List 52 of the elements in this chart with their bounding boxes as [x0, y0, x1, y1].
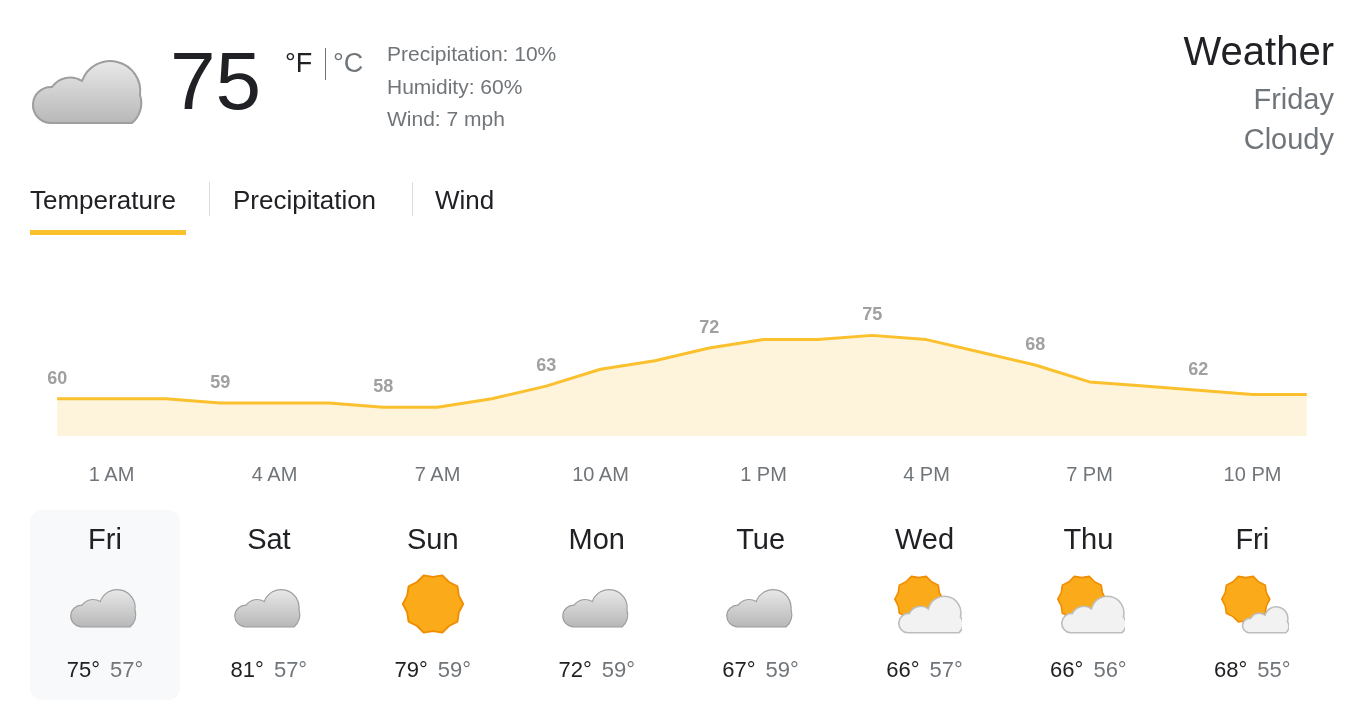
data-label: 66°: [1050, 657, 1084, 682]
text: Humidity: 60%: [387, 75, 523, 98]
data-label: 59°: [437, 657, 472, 682]
text: Precipitation: [233, 185, 377, 215]
x-tick-label: 1 PM: [740, 463, 787, 485]
category-label: Mon: [567, 523, 626, 555]
text: °C: [333, 48, 364, 78]
data-label: 58: [373, 376, 394, 397]
data-label: 57°: [929, 657, 963, 682]
x-tick-label: 7 PM: [1066, 463, 1113, 485]
data-label: 55°: [1257, 657, 1291, 682]
text: Precipitation: 10%: [387, 42, 557, 65]
text: Cloudy: [1243, 123, 1334, 155]
data-label: 59: [210, 372, 231, 393]
text: 75: [170, 35, 262, 126]
x-tick-label: 4 AM: [251, 463, 298, 485]
text: Friday: [1253, 83, 1334, 115]
category-label: Sun: [406, 523, 460, 555]
data-label: 60: [47, 367, 68, 388]
data-label: 75: [862, 304, 883, 325]
category-label: Wed: [893, 523, 956, 555]
text: Temperature: [30, 185, 176, 215]
x-tick-label: 1 AM: [88, 463, 135, 485]
x-tick-label: 10 AM: [572, 463, 629, 485]
text: °F: [285, 48, 313, 78]
data-label: 56°: [1093, 657, 1127, 682]
data-label: 72°: [558, 657, 592, 682]
data-label: 57°: [110, 657, 144, 682]
data-label: 62: [1188, 359, 1209, 380]
data-label: 59°: [765, 657, 799, 682]
category-label: Tue: [735, 523, 787, 555]
data-label: 59°: [601, 657, 635, 682]
category-label: Fri: [87, 523, 123, 555]
chart-title: Weather: [1183, 29, 1334, 73]
data-label: 57°: [273, 657, 308, 682]
x-tick-label: 4 PM: [903, 463, 950, 485]
category-label: Thu: [1062, 523, 1115, 555]
data-label: 79°: [394, 657, 428, 682]
data-label: 81°: [230, 657, 264, 682]
data-label: 68: [1025, 333, 1046, 354]
data-label: 72: [699, 317, 720, 338]
data-label: 68°: [1214, 657, 1248, 682]
data-label: 66°: [886, 657, 920, 682]
x-tick-label: 7 AM: [414, 463, 461, 485]
text: Wind: [435, 185, 495, 215]
category-label: Fri: [1234, 523, 1271, 555]
x-tick-label: 10 PM: [1223, 463, 1282, 485]
data-label: 63: [536, 355, 557, 376]
category-label: Sat: [246, 523, 292, 555]
data-label: 75°: [66, 657, 100, 682]
data-label: 67°: [722, 657, 756, 682]
text: Wind: 7 mph: [387, 107, 505, 130]
